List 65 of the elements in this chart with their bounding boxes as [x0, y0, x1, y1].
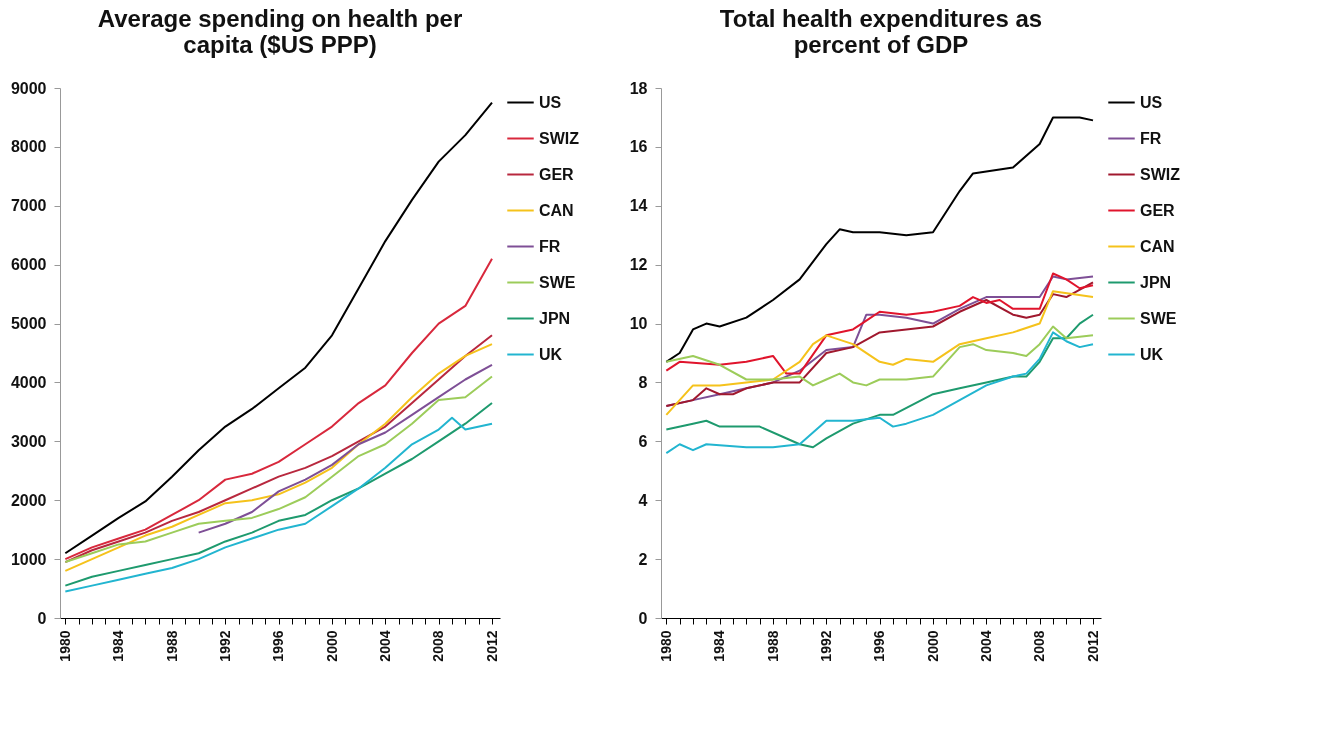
y-tick-label: 2000 [10, 491, 47, 509]
x-tick-label: 1992 [817, 630, 834, 662]
line-series [64, 257, 493, 561]
y-tick-label: 14 [629, 197, 648, 215]
legend-label: GER [1140, 201, 1176, 219]
legend-label: FR [1140, 129, 1162, 147]
y-tick-label: 8000 [10, 138, 47, 156]
y-tick-label: 1000 [10, 550, 47, 568]
line-series [64, 375, 493, 564]
line-series [64, 101, 493, 555]
y-tick-label: 12 [629, 256, 648, 274]
legend-label: SWE [1140, 309, 1177, 327]
y-tick-label: 8 [638, 373, 648, 391]
y-tick-label: 2 [638, 550, 648, 568]
x-tick-label: 1992 [216, 630, 233, 662]
x-tick-label: 1996 [270, 630, 287, 662]
legend-label: SWIZ [539, 129, 580, 147]
legend-label: GER [539, 165, 575, 183]
line-series [197, 363, 493, 534]
y-tick-label: 18 [629, 79, 648, 97]
legend-label: US [1140, 93, 1163, 111]
y-tick-label: 0 [638, 609, 648, 627]
y-tick-label: 6000 [10, 256, 47, 274]
legend-label: UK [1140, 345, 1164, 363]
y-tick-label: 0 [37, 609, 47, 627]
legend-label: CAN [1140, 237, 1175, 255]
x-tick-label: 1988 [764, 630, 781, 662]
y-tick-label: 4000 [10, 373, 47, 391]
line-series [665, 331, 1094, 455]
line-series [665, 325, 1094, 387]
legend-label: SWE [539, 273, 576, 291]
legend-label: SWIZ [1140, 165, 1181, 183]
x-tick-label: 1980 [56, 630, 73, 662]
y-tick-label: 10 [629, 315, 648, 333]
legend-label: US [539, 93, 562, 111]
y-tick-label: 6 [638, 432, 648, 450]
y-tick-label: 9000 [10, 79, 47, 97]
legend-label: FR [539, 237, 561, 255]
line-series [665, 272, 1094, 375]
y-tick-label: 16 [629, 138, 648, 156]
x-tick-label: 2000 [924, 630, 941, 662]
legend-label: JPN [1140, 273, 1172, 291]
x-tick-label: 2012 [483, 630, 500, 662]
x-tick-label: 1984 [711, 630, 728, 662]
line-series [665, 116, 1094, 363]
legend-label: CAN [539, 201, 574, 219]
y-tick-label: 4 [638, 491, 648, 509]
x-tick-label: 1988 [163, 630, 180, 662]
chart-title: Average spending on health per capita ($US PPP) [97, 5, 463, 58]
y-tick-label: 7000 [10, 197, 47, 215]
chart-title: Total health expenditures as percent of GDP [719, 5, 1043, 58]
x-tick-label: 2008 [1031, 630, 1048, 662]
y-tick-label: 3000 [10, 432, 47, 450]
x-tick-label: 2000 [323, 630, 340, 662]
x-tick-label: 1996 [871, 630, 888, 662]
x-tick-label: 1980 [657, 630, 674, 662]
legend-label: UK [539, 345, 563, 363]
x-tick-label: 1984 [110, 630, 127, 662]
x-tick-label: 2004 [376, 630, 393, 662]
x-tick-label: 2008 [430, 630, 447, 662]
x-tick-label: 2012 [1084, 630, 1101, 662]
y-tick-label: 5000 [10, 315, 47, 333]
legend-label: JPN [539, 309, 571, 327]
x-tick-label: 2004 [977, 630, 994, 662]
line-series [665, 313, 1094, 449]
